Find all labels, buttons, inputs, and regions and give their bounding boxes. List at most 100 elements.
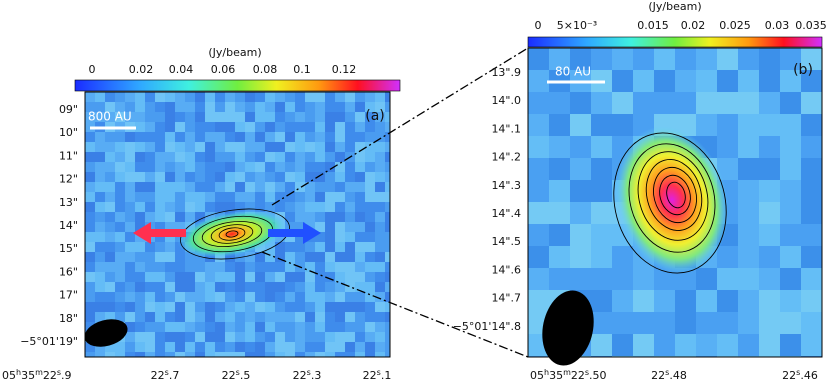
- map-cell: [759, 224, 781, 247]
- map-cell: [135, 192, 146, 203]
- x-tick-part: s: [165, 368, 169, 377]
- map-cell: [255, 112, 266, 123]
- map-cell: [225, 342, 236, 353]
- x-tick-part: 35: [549, 369, 563, 382]
- map-cell: [355, 282, 366, 293]
- x-tick-part: s: [236, 368, 240, 377]
- map-cell: [633, 268, 655, 291]
- map-cell: [375, 212, 386, 223]
- map-cell: [185, 122, 196, 133]
- map-cell: [95, 182, 106, 193]
- map-cell: [145, 102, 156, 113]
- map-cell: [355, 152, 366, 163]
- map-cell: [375, 342, 386, 353]
- map-cell: [255, 102, 266, 113]
- map-cell: [759, 114, 781, 137]
- map-cell: [125, 112, 136, 123]
- colorbar-tick: 0.02: [129, 63, 154, 76]
- map-cell: [355, 172, 366, 183]
- x-tick-label: 22s.1: [363, 368, 392, 383]
- map-cell: [235, 272, 246, 283]
- map-cell: [85, 292, 96, 303]
- map-cell: [549, 114, 571, 137]
- map-cell: [759, 312, 781, 335]
- map-cell: [325, 342, 336, 353]
- map-cell: [355, 162, 366, 173]
- map-cell: [335, 272, 346, 283]
- map-cell: [215, 312, 226, 323]
- map-cell: [275, 302, 286, 313]
- map-cell: [175, 272, 186, 283]
- map-cell: [195, 332, 206, 343]
- map-cell: [235, 202, 246, 213]
- map-cell: [215, 282, 226, 293]
- map-cell: [155, 272, 166, 283]
- map-cell: [185, 102, 196, 113]
- map-cell: [245, 172, 256, 183]
- map-cell: [633, 312, 655, 335]
- colorbar-tick: 0.025: [719, 19, 751, 32]
- map-cell: [95, 192, 106, 203]
- map-cell: [633, 70, 655, 93]
- map-cell: [255, 312, 266, 323]
- map-cell: [95, 92, 106, 103]
- map-cell: [165, 322, 176, 333]
- map-cell: [125, 322, 136, 333]
- map-cell: [105, 292, 116, 303]
- map-cell: [255, 262, 266, 273]
- map-cell: [325, 102, 336, 113]
- map-cell: [205, 152, 216, 163]
- map-cell: [125, 142, 136, 153]
- map-cell: [335, 172, 346, 183]
- map-cell: [255, 182, 266, 193]
- map-cell: [738, 114, 760, 137]
- map-cell: [145, 292, 156, 303]
- map-cell: [285, 142, 296, 153]
- map-cell: [759, 202, 781, 225]
- map-cell: [325, 192, 336, 203]
- map-cell: [801, 268, 822, 291]
- map-cell: [205, 292, 216, 303]
- map-cell: [135, 292, 146, 303]
- map-cell: [85, 202, 96, 213]
- map-cell: [185, 342, 196, 353]
- map-cell: [165, 132, 176, 143]
- map-cell: [345, 272, 356, 283]
- map-cell: [738, 246, 760, 269]
- map-cell: [185, 352, 196, 357]
- map-cell: [675, 92, 697, 115]
- y-tick-label: 09": [59, 103, 78, 116]
- map-cell: [185, 252, 196, 263]
- x-tick-part: 05: [2, 369, 16, 382]
- map-cell: [235, 142, 246, 153]
- map-cell: [633, 92, 655, 115]
- map-cell: [375, 172, 386, 183]
- map-cell: [145, 342, 156, 353]
- map-cell: [285, 232, 296, 243]
- y-tick-label: 14".2: [491, 151, 521, 164]
- map-cell: [285, 222, 296, 233]
- map-cell: [528, 202, 550, 225]
- map-cell: [717, 114, 739, 137]
- map-cell: [295, 212, 306, 223]
- map-cell: [375, 102, 386, 113]
- map-cell: [549, 268, 571, 291]
- map-cell: [145, 162, 156, 173]
- map-cell: [145, 152, 156, 163]
- map-cell: [215, 162, 226, 173]
- map-cell: [385, 352, 390, 357]
- map-cell: [125, 102, 136, 113]
- map-cell: [345, 262, 356, 273]
- map-cell: [738, 202, 760, 225]
- map-cell: [145, 182, 156, 193]
- map-cell: [235, 182, 246, 193]
- map-cell: [115, 112, 126, 123]
- map-cell: [145, 312, 156, 323]
- map-cell: [155, 92, 166, 103]
- map-cell: [696, 48, 718, 71]
- map-cell: [335, 112, 346, 123]
- map-cell: [325, 182, 336, 193]
- map-cell: [185, 112, 196, 123]
- map-cell: [95, 292, 106, 303]
- x-tick-label: 22s.5: [222, 368, 251, 383]
